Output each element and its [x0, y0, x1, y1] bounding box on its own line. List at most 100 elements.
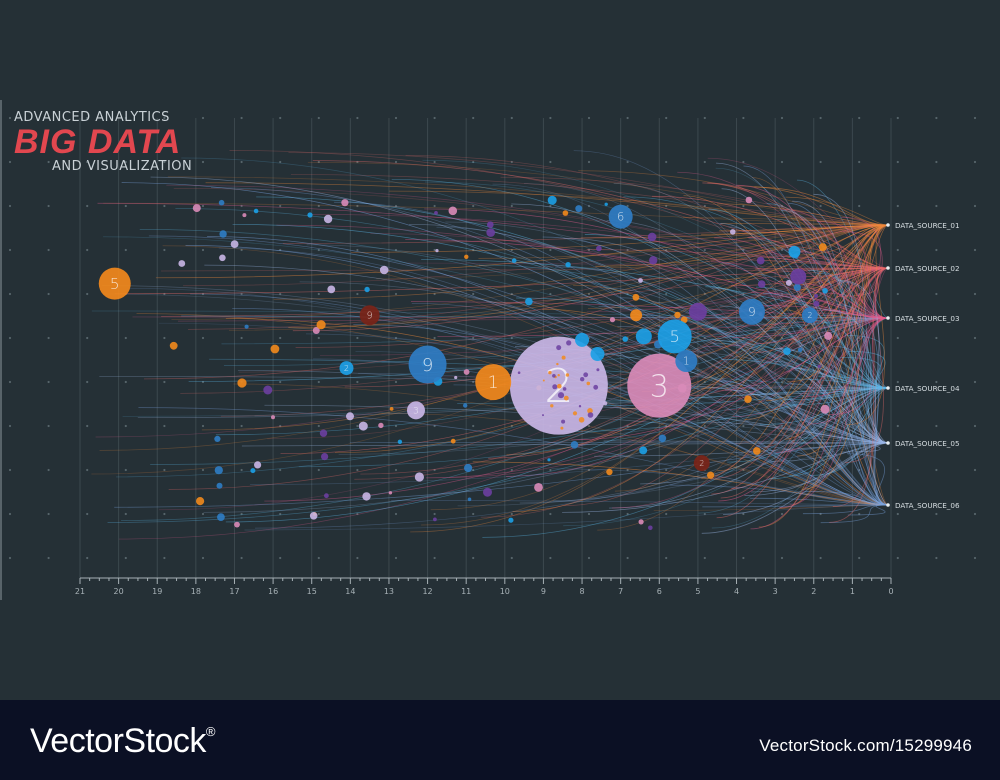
data-point: [214, 435, 221, 442]
data-point: [433, 517, 437, 522]
flow-line: [598, 306, 889, 506]
bubble: [788, 245, 801, 258]
data-point: [312, 327, 320, 334]
data-point: [178, 260, 186, 267]
flow-line: [711, 387, 889, 529]
flow-line: [732, 317, 889, 338]
grid-dot: [935, 556, 938, 560]
x-tick-label: 16: [268, 587, 278, 596]
data-point: [463, 403, 468, 408]
data-point: [525, 297, 533, 306]
flow-line: [719, 223, 889, 444]
flow-line: [785, 249, 889, 319]
flow-line: [99, 224, 889, 451]
flow-line: [103, 236, 889, 389]
grid-dot: [510, 160, 513, 164]
data-point: [253, 208, 259, 214]
data-point: [454, 375, 458, 380]
grid-dot: [8, 336, 12, 340]
grid-dot: [549, 116, 552, 120]
grid-dot: [935, 468, 938, 472]
x-tick-label: 14: [345, 587, 355, 596]
grid-dot: [201, 160, 205, 164]
data-point: [561, 355, 566, 360]
flow-line: [533, 404, 889, 444]
flow-line: [210, 187, 889, 444]
grid-dot: [819, 512, 822, 516]
flow-line: [817, 221, 889, 319]
flow-line: [806, 317, 889, 398]
flow-line: [562, 442, 889, 513]
flow-line: [707, 157, 889, 269]
flow-line: [702, 317, 889, 347]
data-point: [557, 392, 565, 399]
flow-line: [752, 177, 889, 506]
data-point: [319, 429, 328, 437]
data-source-label: DATA_SOURCE_01: [895, 221, 960, 230]
grid-dot: [472, 248, 475, 252]
flow-line: [563, 387, 889, 527]
grid-dot: [240, 248, 243, 252]
flow-line: [845, 267, 889, 463]
flow-line: [609, 387, 889, 509]
grid-dot: [587, 556, 591, 560]
grid-dot: [896, 336, 899, 340]
data-point: [587, 412, 594, 418]
flow-line: [171, 224, 889, 320]
data-point: [580, 377, 585, 382]
flow-line: [391, 178, 889, 389]
grid-dot: [510, 248, 513, 252]
data-point: [707, 471, 715, 479]
flow-line: [790, 218, 889, 506]
flow-line: [767, 317, 889, 388]
data-point: [316, 320, 326, 330]
flow-line: [378, 412, 889, 506]
data-point: [586, 381, 591, 386]
grid-dot: [394, 468, 398, 472]
x-tick-label: 15: [307, 587, 317, 596]
flow-line: [288, 224, 889, 328]
flow-line: [802, 504, 889, 515]
data-point: [434, 211, 438, 215]
flow-line: [846, 224, 889, 426]
flow-line: [787, 224, 889, 383]
flow-line: [457, 442, 889, 507]
flow-line: [97, 202, 889, 269]
grid-dot: [8, 160, 12, 164]
flow-line: [776, 317, 889, 373]
flow-line: [445, 221, 889, 389]
grid-dot: [549, 468, 552, 472]
flow-line: [714, 267, 889, 479]
data-point: [604, 202, 608, 206]
flow-line: [121, 317, 889, 521]
grid-dot: [703, 380, 706, 384]
data-point: [358, 421, 368, 431]
grid-dot: [433, 512, 436, 516]
grid-dot: [201, 116, 205, 120]
flow-line: [578, 170, 889, 226]
flow-line: [188, 224, 889, 330]
grid-dot: [472, 160, 475, 164]
flow-line: [295, 267, 889, 348]
bubble: [406, 401, 425, 420]
data-point: [566, 340, 572, 346]
flow-line: [391, 500, 889, 506]
flow-line: [763, 293, 889, 389]
data-point: [565, 373, 570, 377]
data-point: [388, 491, 393, 495]
grid-dot: [973, 116, 977, 120]
grid-dot: [356, 336, 359, 340]
grid-dot: [780, 380, 784, 384]
flow-line: [512, 224, 889, 512]
grid-dot: [433, 160, 436, 164]
flow-line: [161, 267, 889, 317]
flow-line: [847, 453, 889, 506]
grid-dot: [124, 468, 127, 472]
data-point: [547, 195, 557, 205]
flow-line: [838, 279, 889, 444]
grid-dot: [472, 336, 475, 340]
flow-line: [723, 442, 889, 515]
grid-dot: [510, 512, 513, 516]
flow-line: [355, 351, 889, 444]
flow-line: [472, 461, 889, 506]
